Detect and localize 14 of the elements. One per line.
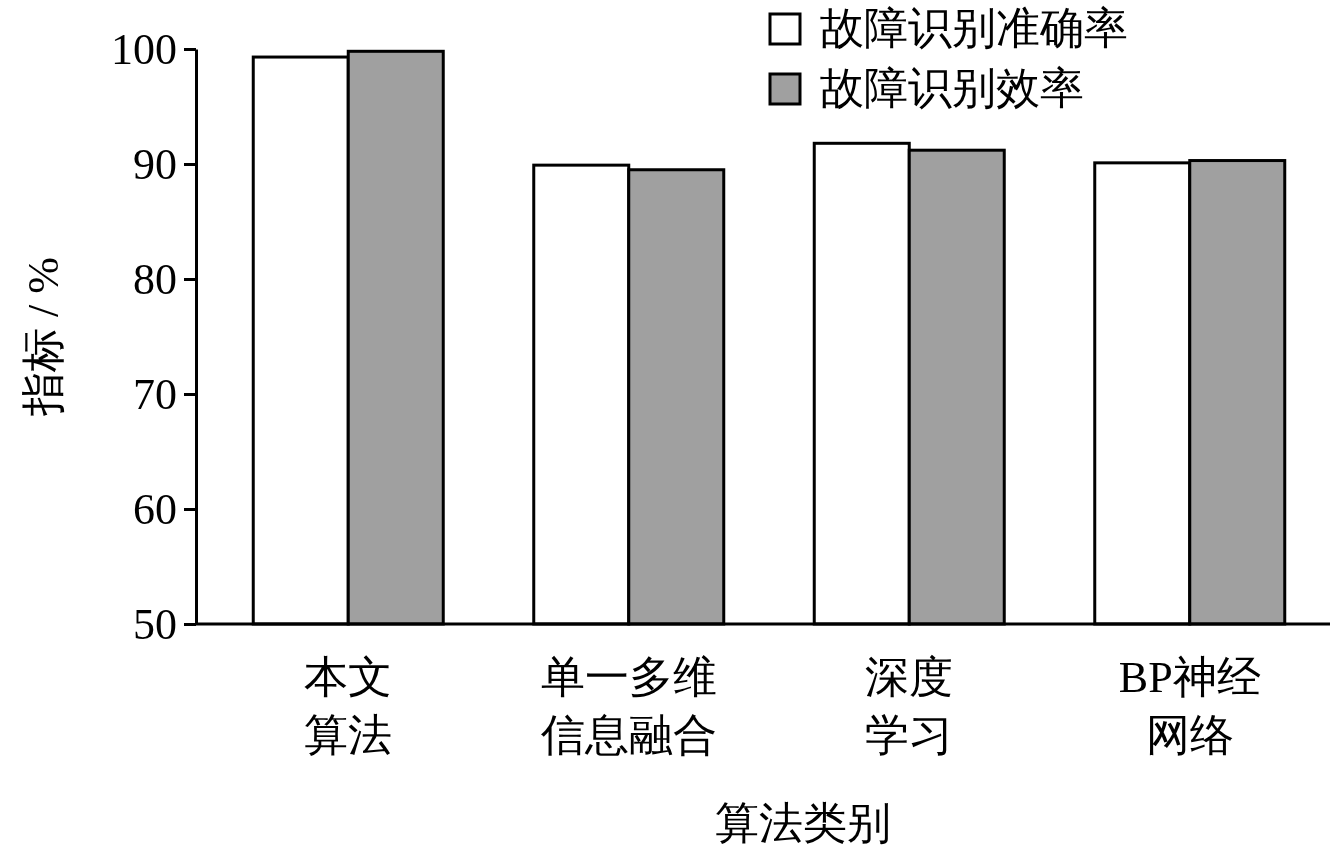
y-tick-label: 50: [133, 599, 177, 649]
legend-label: 故障识别效率: [820, 64, 1084, 113]
legend-label: 故障识别准确率: [820, 4, 1128, 53]
x-tick-label: BP神经网络: [1118, 653, 1261, 760]
y-tick-label: 60: [133, 484, 177, 534]
y-tick-label: 100: [111, 24, 177, 74]
y-tick-label: 70: [133, 369, 177, 419]
x-tick-label: 单一多维信息融合: [540, 653, 717, 760]
x-tick-label: 深度学习: [865, 653, 954, 760]
x-axis-title: 算法类别: [715, 799, 891, 848]
y-axis-title: 指标 / %: [19, 257, 68, 417]
y-tick-label: 90: [133, 139, 177, 189]
y-tick-label: 80: [133, 254, 177, 304]
x-tick-label: 本文算法: [304, 653, 393, 760]
